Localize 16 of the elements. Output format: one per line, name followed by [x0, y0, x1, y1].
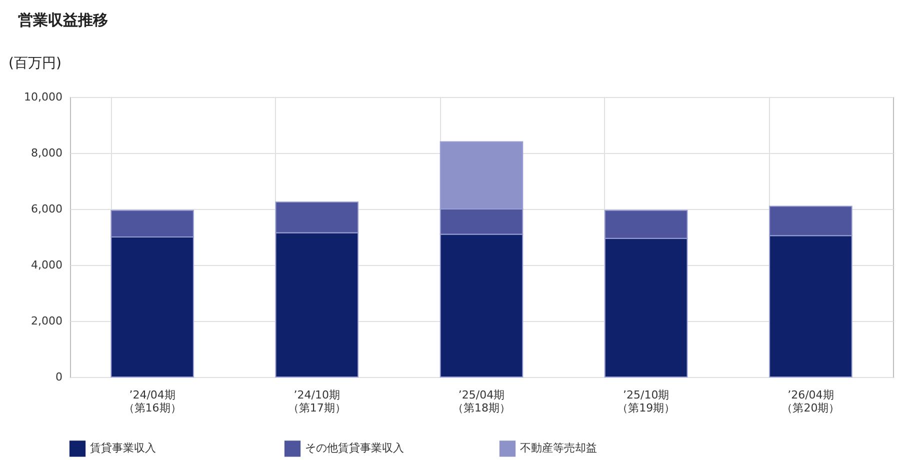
x-tick-label: ’26/04期（第20期）: [782, 388, 840, 414]
x-tick-label: ’24/04期（第16期）: [123, 388, 182, 414]
y-tick-label: 6,000: [31, 202, 62, 216]
x-tick-label: ’24/10期（第17期）: [288, 388, 346, 414]
y-tick-label: 2,000: [31, 314, 62, 328]
legend-label: 賃貸事業収入: [90, 442, 156, 455]
legend-label: その他賃貸事業収入: [305, 442, 404, 455]
y-tick-label: 4,000: [31, 258, 62, 272]
y-tick-label: 8,000: [31, 146, 62, 160]
x-tick-label: ’25/10期（第19期）: [617, 388, 676, 414]
legend-label: 不動産等売却益: [520, 442, 597, 455]
chart-title: 営業収益推移: [18, 11, 108, 29]
y-axis-title: (百万円): [8, 56, 62, 72]
y-tick-label: 10,000: [24, 90, 62, 104]
y-tick-label: 0: [56, 370, 62, 384]
x-tick-label: ’25/04期（第18期）: [452, 388, 510, 414]
